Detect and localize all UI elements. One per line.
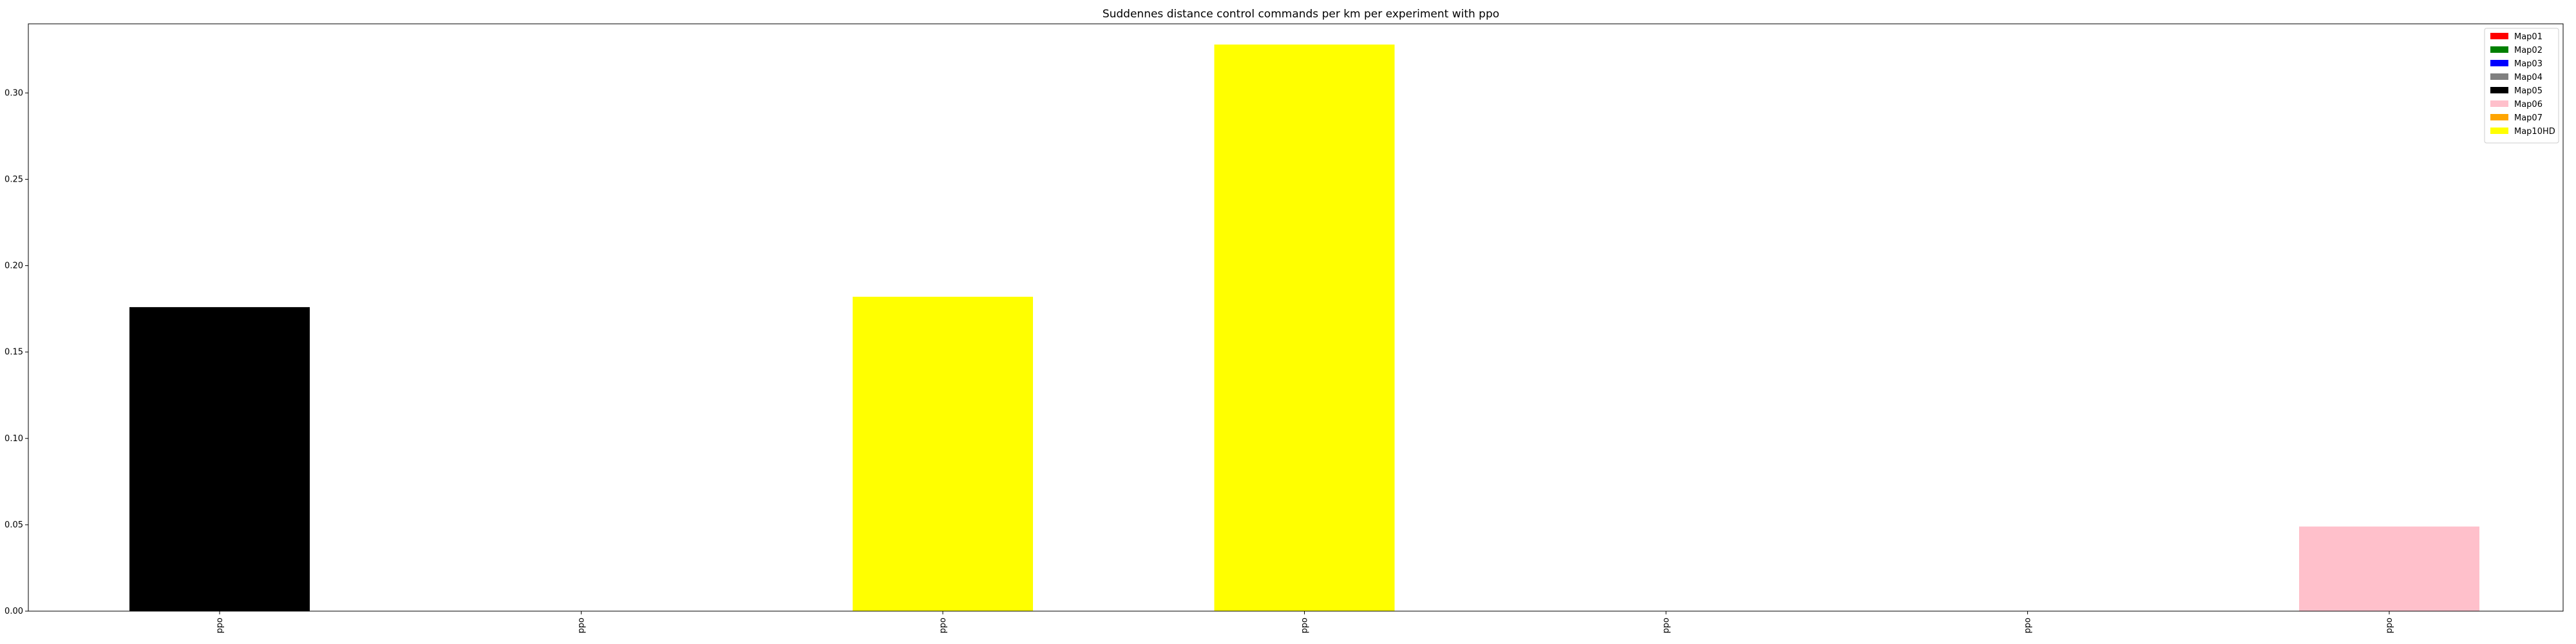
legend-swatch: [2490, 87, 2508, 93]
legend-label: Map07: [2514, 113, 2543, 123]
legend: Map01 Map02 Map03 Map04 Map05 Map06 Map07 Map10…: [2484, 28, 2559, 144]
y-tick-label: 0.10: [5, 434, 23, 444]
y-tick-label: 0.25: [5, 175, 23, 184]
x-tick-label: ppo: [1300, 618, 1310, 634]
legend-swatch: [2490, 73, 2508, 80]
bar-map10hd: [1214, 44, 1395, 611]
plot-frame: [28, 23, 2564, 612]
x-axis: ppo ppo ppo ppo ppo ppo ppo: [215, 611, 2394, 633]
legend-label: Map03: [2514, 59, 2543, 69]
bars-group: [129, 44, 2479, 611]
y-tick-label: 0.30: [5, 88, 23, 98]
bar-map06: [2299, 526, 2479, 611]
y-tick-label: 0.15: [5, 348, 23, 357]
legend-swatch: [2490, 128, 2508, 134]
legend-swatch: [2490, 33, 2508, 39]
x-tick-label: ppo: [2023, 618, 2033, 634]
legend-label: Map06: [2514, 100, 2543, 109]
bar-map05: [129, 307, 310, 611]
legend-swatch: [2490, 60, 2508, 66]
y-axis: 0.00 0.05 0.10 0.15 0.20 0.25 0.30: [5, 88, 28, 616]
x-tick-label: ppo: [938, 618, 948, 634]
x-tick-label: ppo: [2385, 618, 2394, 634]
legend-swatch: [2490, 100, 2508, 107]
legend-swatch: [2490, 46, 2508, 53]
chart-title: Suddennes distance control commands per …: [1103, 8, 1499, 21]
legend-label: Map01: [2514, 32, 2543, 42]
x-tick-label: ppo: [577, 618, 587, 634]
legend-swatch: [2490, 114, 2508, 120]
x-tick-label: ppo: [1662, 618, 1671, 634]
legend-label: Map10HD: [2514, 127, 2555, 137]
y-tick-label: 0.20: [5, 261, 23, 271]
legend-label: Map02: [2514, 46, 2543, 55]
legend-label: Map04: [2514, 73, 2543, 82]
x-tick-label: ppo: [215, 618, 225, 634]
legend-label: Map05: [2514, 86, 2543, 96]
y-tick-label: 0.05: [5, 520, 23, 530]
y-tick-label: 0.00: [5, 607, 23, 616]
bar-map10hd: [853, 296, 1033, 611]
